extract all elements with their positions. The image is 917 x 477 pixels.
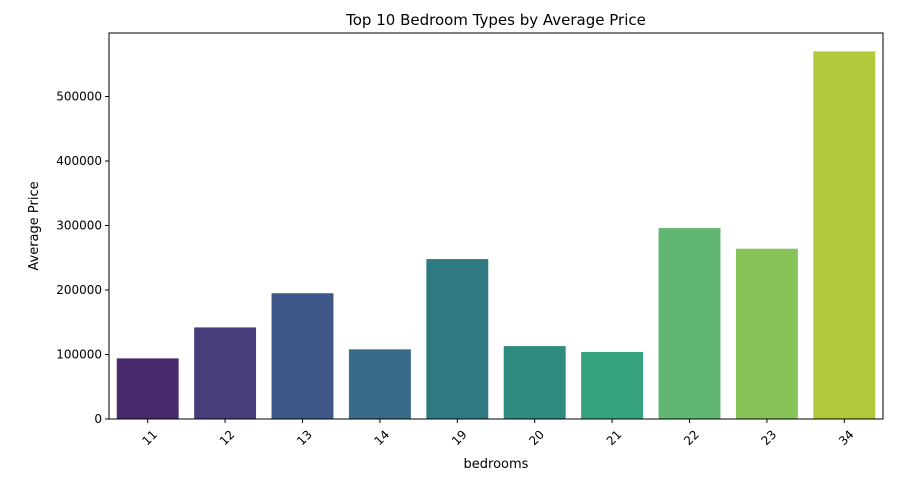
- y-tick-label: 500000: [56, 90, 102, 104]
- y-tick-label: 200000: [56, 283, 102, 297]
- y-tick-label: 100000: [56, 348, 102, 362]
- bar-34: [813, 51, 876, 419]
- y-tick-label: 300000: [56, 219, 102, 233]
- bar-21: [581, 351, 644, 419]
- y-axis-label: Average Price: [27, 181, 42, 270]
- bars-group: [116, 51, 876, 419]
- x-axis-label: bedrooms: [464, 457, 529, 472]
- bar-11: [116, 358, 179, 419]
- x-axis: 11 12 13 14 19 20 21 22 23 34: [139, 419, 857, 448]
- bar-20: [503, 346, 566, 419]
- plot-frame: [108, 32, 884, 420]
- bar-12: [194, 327, 257, 419]
- y-tick-label: 400000: [56, 154, 102, 168]
- chart-title: Top 10 Bedroom Types by Average Price: [345, 11, 646, 29]
- y-axis: 0 100000 200000 300000 400000 500000: [56, 90, 109, 426]
- bar-22: [658, 228, 721, 419]
- bar-13: [271, 293, 334, 419]
- bar-23: [735, 248, 798, 419]
- y-tick-label: 0: [94, 412, 102, 426]
- bar-14: [348, 349, 411, 419]
- bar-19: [426, 259, 489, 419]
